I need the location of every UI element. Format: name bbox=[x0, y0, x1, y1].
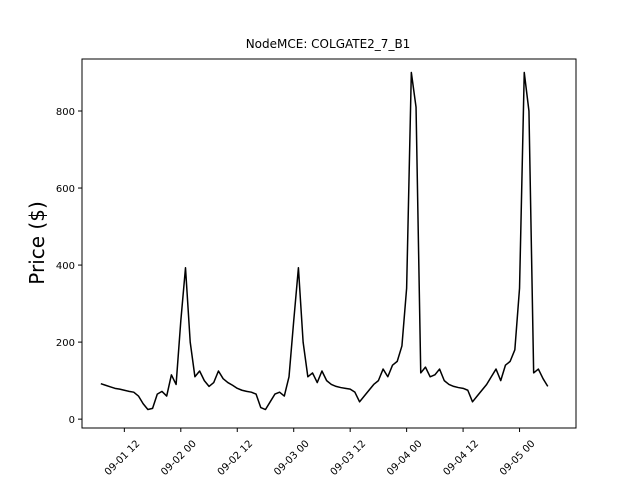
y-tick-label: 0 bbox=[69, 415, 75, 426]
chart-title: NodeMCE: COLGATE2_7_B1 bbox=[246, 37, 411, 51]
price-line bbox=[100, 71, 549, 411]
y-tick-label: 200 bbox=[56, 338, 75, 349]
y-axis-label: Price ($) bbox=[25, 201, 49, 284]
y-tick-label: 600 bbox=[56, 184, 75, 195]
y-tick-label: 800 bbox=[56, 107, 75, 118]
plot-frame bbox=[81, 58, 577, 429]
y-tick-label: 400 bbox=[56, 261, 75, 272]
